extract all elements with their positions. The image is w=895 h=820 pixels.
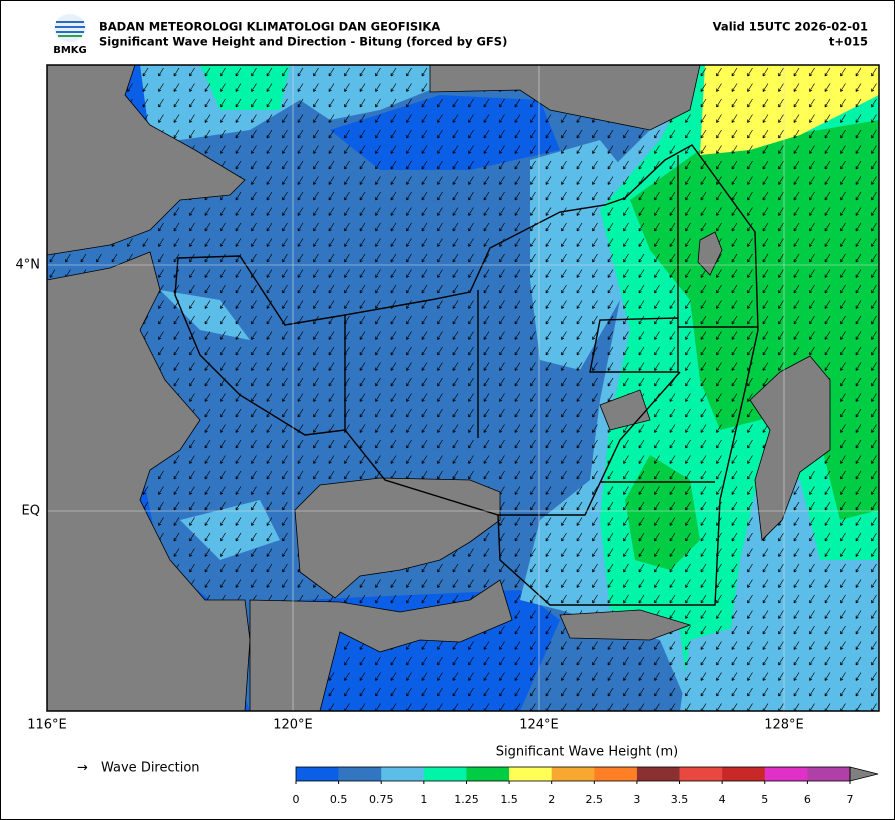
- lon-label: 116°E: [27, 718, 67, 733]
- colorbar-bin: [679, 767, 723, 781]
- colorbar: 0 0.5 0.75 1 1.25 1.5 2 2.5 3 3.5 4 5 6 7: [293, 766, 879, 806]
- colorbar-tick-label: 0.5: [330, 793, 348, 806]
- colorbar-tick-label: 2: [548, 793, 555, 806]
- colorbar-bin: [594, 767, 638, 781]
- sea-zone: [700, 65, 879, 155]
- colorbar-bin: [636, 767, 680, 781]
- colorbar-tick-label: 0: [293, 793, 300, 806]
- colorbar-bin: [423, 767, 467, 781]
- map-frame: [46, 64, 880, 712]
- colorbar-bin: [381, 767, 425, 781]
- org-name: BADAN METEOROLOGI KLIMATOLOGI DAN GEOFIS…: [99, 20, 440, 34]
- colorbar-bin: [509, 767, 552, 781]
- colorbar-tick-label: 7: [847, 793, 854, 806]
- lat-label: EQ: [22, 504, 40, 519]
- colorbar-bin: [338, 767, 382, 781]
- direction-arrow: →: [77, 761, 88, 776]
- sea-zone: [625, 120, 879, 570]
- colorbar-tick-label: 6: [804, 793, 811, 806]
- forecast-zone-boundary: [344, 155, 758, 516]
- lat-label: 4°N: [16, 258, 41, 273]
- lead-time: t+015: [829, 35, 868, 49]
- lon-label: 128°E: [764, 718, 804, 733]
- land: [47, 251, 251, 711]
- colorbar-bin: [466, 767, 510, 781]
- colorbar-tick-label: 0.75: [369, 793, 394, 806]
- land: [47, 65, 246, 256]
- colorbar-bin: [764, 767, 808, 781]
- direction-label: Wave Direction: [101, 761, 200, 776]
- land: [749, 355, 831, 541]
- colorbar-tick-label: 5: [761, 793, 768, 806]
- colorbar-title: Significant Wave Height (m): [496, 745, 678, 760]
- graticule: [47, 65, 879, 711]
- forecast-zone-boundary: [174, 144, 759, 606]
- sea-zone: [200, 65, 290, 110]
- colorbar-bin: [807, 767, 851, 781]
- colorbar-bin: [722, 767, 766, 781]
- colorbar-tick-label: 3.5: [671, 793, 689, 806]
- sea-zone: [47, 65, 560, 200]
- colorbar-tick-label: 1.25: [454, 793, 479, 806]
- colorbar-frame: [295, 766, 851, 782]
- valid-time: Valid 15UTC 2026-02-01: [713, 20, 868, 34]
- land: [249, 579, 513, 711]
- colorbar-tick-label: 2.5: [586, 793, 604, 806]
- colorbar-bin: [296, 767, 339, 781]
- land: [429, 65, 701, 131]
- sea-zone: [160, 290, 280, 560]
- colorbar-bin: [551, 767, 595, 781]
- land: [559, 231, 723, 641]
- colorbar-tick-label: 1.5: [500, 793, 518, 806]
- land: [294, 477, 501, 599]
- logo-text: BMKG: [53, 45, 87, 56]
- colorbar-tick-label: 4: [719, 793, 726, 806]
- colorbar-tick-label: 1: [420, 793, 427, 806]
- logo: BMKG: [53, 14, 87, 56]
- colorbar-tick-label: 3: [633, 793, 640, 806]
- map-title: Significant Wave Height and Direction - …: [99, 35, 507, 49]
- lon-label: 124°E: [519, 718, 559, 733]
- map: [47, 65, 879, 711]
- lon-label: 120°E: [273, 718, 313, 733]
